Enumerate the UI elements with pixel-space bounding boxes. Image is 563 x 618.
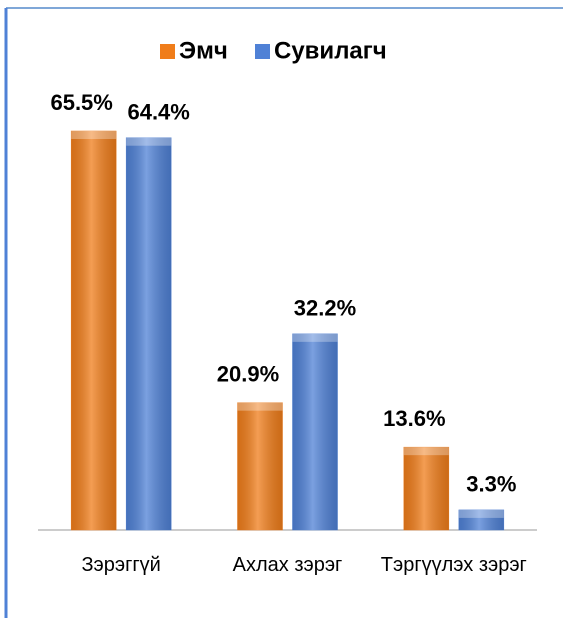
data-label: 32.2%	[294, 296, 356, 321]
x-tick-label: Тэргүүлэх зэрэг	[380, 554, 527, 576]
bar-shine	[458, 509, 504, 530]
x-tick-label: Зэрэггүй	[81, 554, 161, 576]
data-label: 3.3%	[466, 472, 516, 497]
data-label: 65.5%	[50, 90, 112, 115]
bar-cap	[458, 509, 504, 518]
bar-shine	[237, 402, 283, 530]
data-label: 64.4%	[127, 100, 189, 125]
bar-shine	[292, 333, 338, 530]
legend-swatch	[160, 44, 175, 59]
bar-cap	[126, 137, 172, 146]
bar-shine	[126, 137, 172, 531]
bar-cap	[237, 402, 283, 411]
bar-shine	[71, 131, 117, 530]
bar-cap	[292, 333, 338, 342]
legend-label: Эмч	[179, 37, 228, 64]
legend-label: Сувилагч	[274, 37, 387, 64]
bar-cap	[403, 447, 449, 456]
bar-shine	[403, 447, 449, 530]
x-tick-label: Ахлах зэрэг	[232, 554, 343, 576]
data-label: 20.9%	[217, 361, 279, 386]
bar-cap	[71, 131, 117, 139]
legend-swatch	[255, 44, 270, 59]
data-label: 13.6%	[383, 406, 445, 431]
